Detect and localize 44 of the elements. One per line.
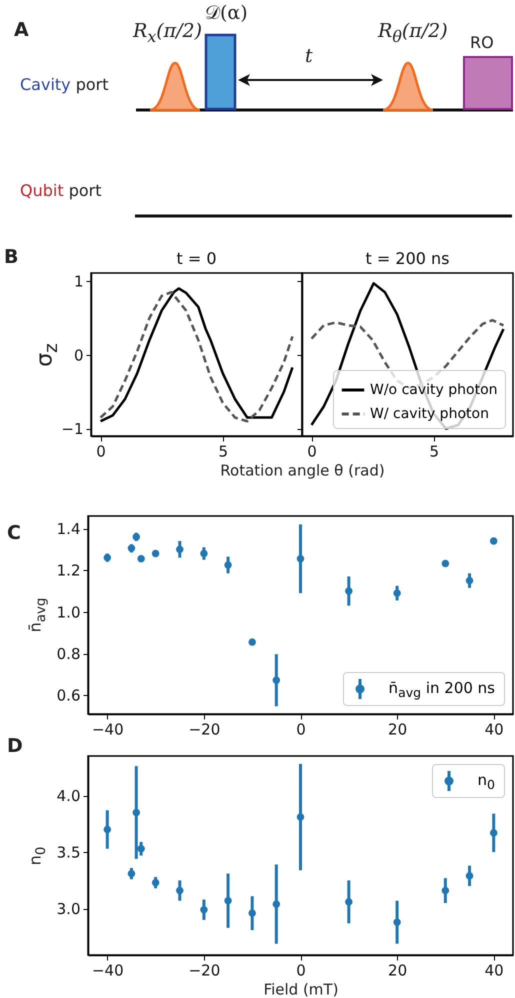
- x-tick-label: 40: [484, 962, 504, 980]
- x-tick-label: −20: [188, 720, 220, 738]
- text: R$_{x}$(π/2): [133, 20, 202, 46]
- text: RO: [470, 33, 494, 52]
- x-tick-label: 20: [388, 962, 408, 980]
- x-tick-label: −40: [92, 962, 124, 980]
- legend-label: W/o cavity photon: [370, 382, 498, 398]
- text: A: [14, 19, 29, 41]
- text: 𝒟(α): [205, 2, 248, 24]
- x-tick-label: 0: [296, 962, 306, 980]
- y-tick-label: 1.4: [56, 520, 80, 538]
- x-tick-label: −20: [188, 962, 220, 980]
- legend-label: n̄$_{avg}$ in 200 ns: [388, 678, 495, 700]
- y-tick-label: 3.5: [56, 844, 80, 862]
- y-tick-label: −1: [61, 420, 84, 438]
- x-axis-title: Rotation angle θ (rad): [220, 462, 385, 480]
- y-tick-label: 0.8: [56, 645, 80, 664]
- legend-label: W/ cavity photon: [370, 406, 489, 422]
- text: R$_{θ}$(π/2): [378, 20, 448, 46]
- chart-title: t = 0: [176, 249, 217, 268]
- y-tick-label: 1: [74, 272, 84, 291]
- y-tick-label: 0: [74, 346, 84, 364]
- x-tick-label: 5: [218, 442, 228, 460]
- text: B: [4, 246, 18, 268]
- y-tick-label: 1.0: [56, 603, 80, 622]
- y-tick-label: 3.0: [56, 900, 80, 918]
- y-tick-label: 4.0: [56, 787, 80, 806]
- x-tick-label: 0: [307, 442, 317, 460]
- text: Cavity port: [20, 75, 109, 94]
- x-tick-label: 5: [430, 442, 440, 460]
- x-tick-label: 20: [388, 720, 408, 738]
- x-tick-label: 0: [96, 442, 106, 460]
- y-tick-label: 0.6: [56, 686, 80, 705]
- x-axis-title: Field (mT): [264, 980, 338, 998]
- text: t: [305, 45, 313, 67]
- x-tick-label: 0: [296, 720, 306, 738]
- x-tick-label: 40: [484, 720, 504, 738]
- text: C: [7, 522, 21, 544]
- y-tick-label: 1.2: [56, 562, 80, 580]
- text: Qubit port: [20, 181, 102, 200]
- x-tick-label: −40: [92, 720, 124, 738]
- chart-title: t = 200 ns: [366, 249, 450, 268]
- legend-label: n$_{0}$: [478, 770, 495, 792]
- text: D: [7, 735, 23, 757]
